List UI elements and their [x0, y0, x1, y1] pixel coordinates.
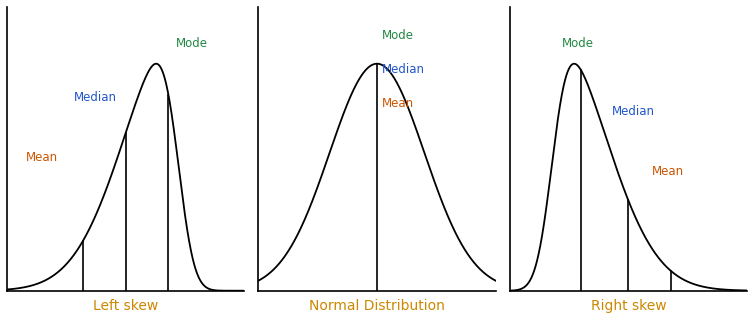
Text: Median: Median [73, 91, 116, 104]
Text: Mode: Mode [562, 37, 594, 50]
Text: Mean: Mean [652, 165, 684, 178]
Text: Mode: Mode [176, 37, 207, 50]
Text: Mean: Mean [26, 151, 58, 164]
X-axis label: Left skew: Left skew [93, 299, 158, 313]
Text: Median: Median [382, 63, 425, 76]
Text: Mean: Mean [382, 97, 414, 110]
X-axis label: Right skew: Right skew [590, 299, 666, 313]
Text: Mode: Mode [382, 29, 414, 42]
Text: Median: Median [611, 106, 654, 118]
X-axis label: Normal Distribution: Normal Distribution [309, 299, 445, 313]
